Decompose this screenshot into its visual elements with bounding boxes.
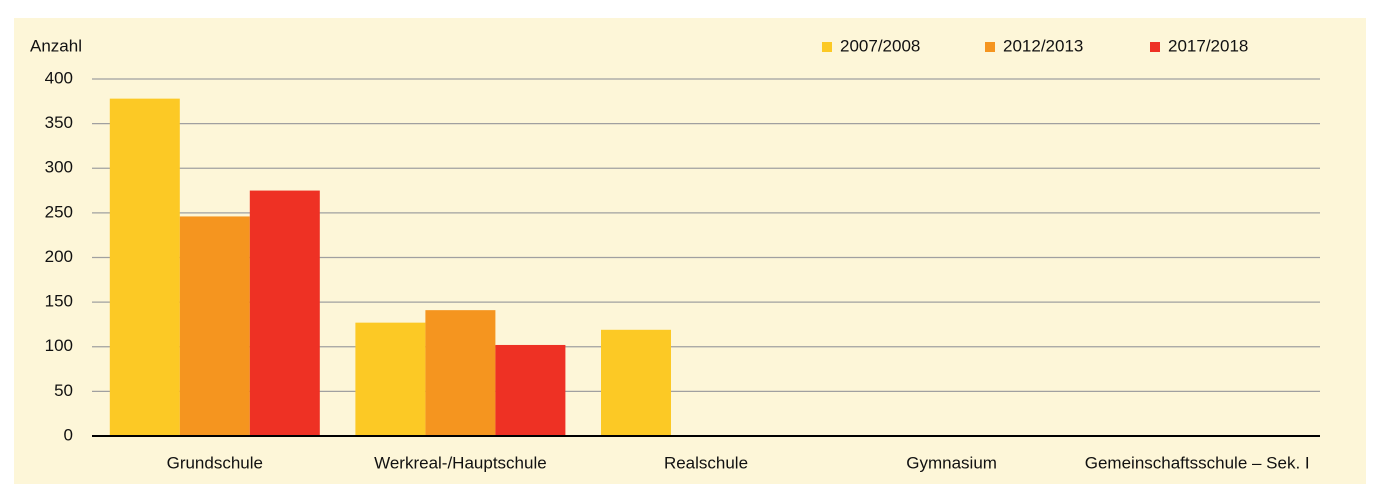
y-tick-label: 300 — [45, 158, 73, 177]
bar — [495, 344, 566, 436]
bar — [109, 98, 180, 436]
y-tick-label: 150 — [45, 292, 73, 311]
x-tick-label: Realschule — [664, 453, 748, 472]
y-tick-label: 400 — [45, 68, 73, 87]
y-tick-label: 250 — [45, 202, 73, 221]
y-tick-label: 200 — [45, 247, 73, 266]
y-tick-label: 50 — [54, 381, 73, 400]
x-tick-label: Gymnasium — [906, 453, 997, 472]
bar — [355, 322, 426, 436]
bar — [601, 329, 671, 436]
y-tick-label: 350 — [45, 113, 73, 132]
bar — [425, 310, 496, 436]
x-tick-label: Grundschule — [167, 453, 263, 472]
x-tick-label: Werkreal-/Hauptschule — [374, 453, 547, 472]
legend-label: 2017/2018 — [1168, 36, 1248, 55]
y-axis-label: Anzahl — [30, 36, 82, 55]
y-tick-label: 100 — [45, 336, 73, 355]
x-tick-label: Gemeinschaftsschule – Sek. I — [1085, 453, 1310, 472]
legend-swatch — [985, 42, 995, 52]
legend-label: 2007/2008 — [840, 36, 920, 55]
bar — [249, 190, 320, 436]
legend-swatch — [822, 42, 832, 52]
legend-swatch — [1150, 42, 1160, 52]
legend-label: 2012/2013 — [1003, 36, 1083, 55]
bar — [179, 216, 250, 436]
y-tick-label: 0 — [64, 425, 73, 444]
